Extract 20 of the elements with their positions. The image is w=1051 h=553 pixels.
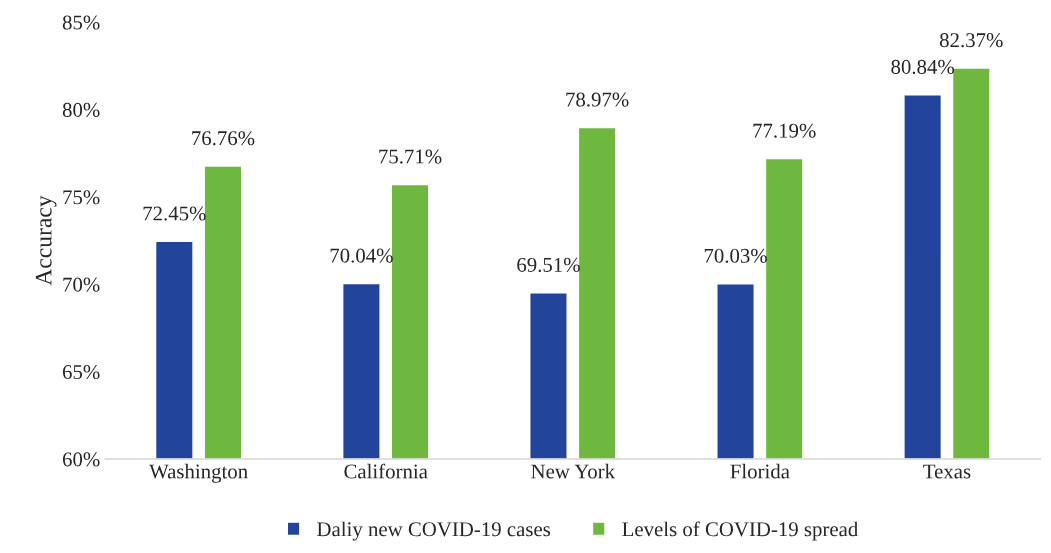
y-tick-label: 75% — [63, 190, 100, 205]
data-label: 78.97% — [566, 92, 629, 107]
data-label: 82.37% — [939, 33, 1003, 48]
x-tick-label: Florida — [730, 463, 790, 479]
legend-label: Daliy new COVID-19 cases — [317, 521, 551, 541]
y-tick-label: 85% — [62, 15, 100, 30]
x-tick-label: Texas — [923, 464, 971, 479]
x-tick-label: Washington — [149, 463, 248, 483]
x-tick-label: New York — [531, 463, 616, 479]
data-label: 80.84% — [891, 59, 955, 75]
data-label: 76.76% — [192, 131, 255, 146]
data-label: 77.19% — [753, 123, 816, 138]
data-label: 75.71% — [379, 149, 442, 164]
x-tick-label: California — [344, 463, 428, 479]
y-axis-title: Accuracy — [35, 195, 57, 286]
y-tick-label: 70% — [63, 277, 100, 292]
y-tick-label: 80% — [62, 102, 100, 117]
legend-label: Levels of COVID-19 spread — [622, 521, 859, 541]
y-tick-label: 65% — [62, 364, 100, 380]
y-tick-label: 60% — [62, 452, 100, 467]
